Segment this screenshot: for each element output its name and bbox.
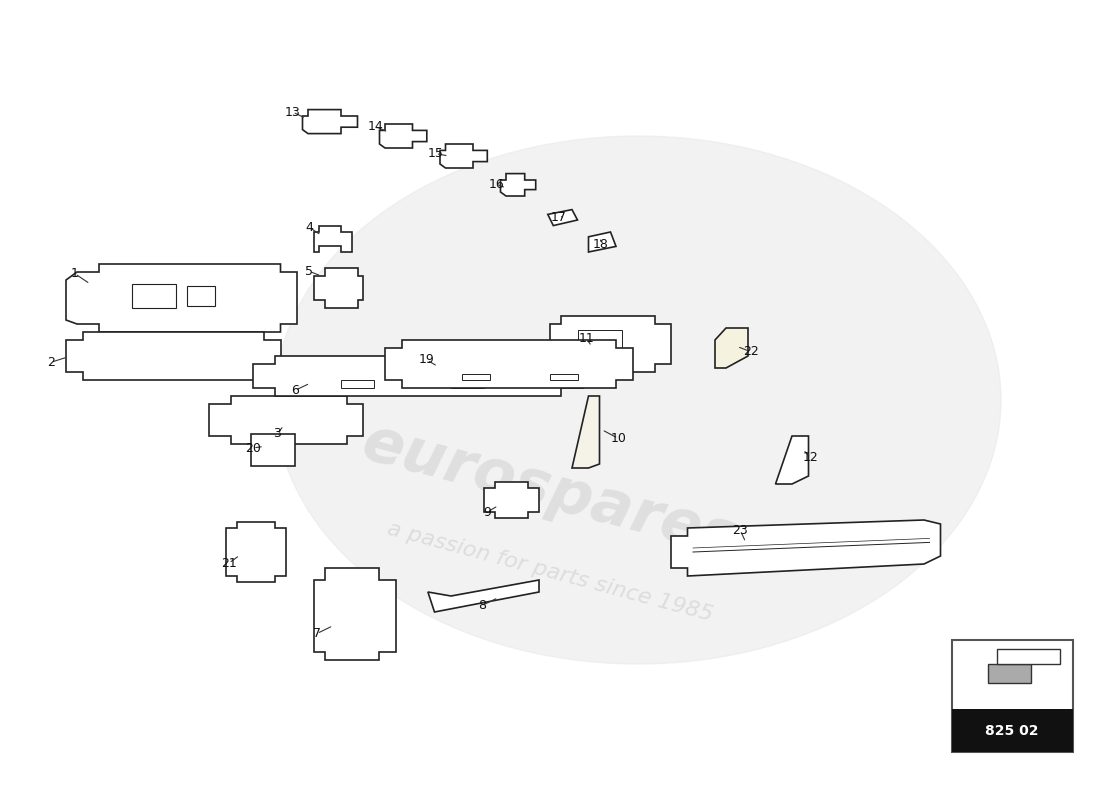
- Text: 9: 9: [483, 506, 492, 518]
- Polygon shape: [988, 664, 1032, 682]
- Polygon shape: [572, 396, 600, 468]
- Circle shape: [275, 136, 1001, 664]
- Polygon shape: [776, 436, 808, 484]
- Polygon shape: [379, 124, 427, 148]
- Text: a passion for parts since 1985: a passion for parts since 1985: [385, 519, 715, 625]
- Bar: [132, 284, 176, 308]
- Text: 15: 15: [428, 147, 443, 160]
- Text: 12: 12: [803, 451, 818, 464]
- Text: 22: 22: [744, 346, 759, 358]
- Text: 1: 1: [70, 267, 79, 280]
- Text: 10: 10: [610, 432, 626, 445]
- Polygon shape: [484, 482, 539, 518]
- Text: 825 02: 825 02: [986, 724, 1038, 738]
- Text: 23: 23: [733, 524, 748, 537]
- Text: 17: 17: [551, 211, 566, 224]
- Bar: [462, 374, 490, 380]
- Polygon shape: [671, 520, 940, 576]
- Polygon shape: [66, 332, 280, 380]
- FancyBboxPatch shape: [952, 640, 1072, 752]
- Text: 8: 8: [477, 599, 486, 612]
- Text: 6: 6: [290, 384, 299, 397]
- Text: 21: 21: [221, 557, 236, 570]
- Polygon shape: [314, 268, 363, 308]
- Text: 18: 18: [593, 238, 608, 250]
- Polygon shape: [588, 232, 616, 252]
- Bar: [550, 374, 578, 380]
- Polygon shape: [385, 340, 632, 388]
- Text: 3: 3: [273, 427, 282, 440]
- Text: 14: 14: [367, 120, 383, 133]
- Polygon shape: [66, 264, 297, 332]
- Polygon shape: [715, 328, 748, 368]
- Polygon shape: [500, 174, 536, 196]
- Bar: [578, 330, 621, 356]
- Text: 7: 7: [312, 627, 321, 640]
- Text: 4: 4: [305, 221, 314, 234]
- Text: 19: 19: [419, 354, 435, 366]
- Text: eurospares: eurospares: [355, 414, 745, 570]
- Bar: [451, 380, 484, 388]
- Polygon shape: [440, 144, 487, 168]
- Polygon shape: [302, 110, 358, 134]
- Polygon shape: [428, 580, 539, 612]
- Polygon shape: [997, 649, 1060, 664]
- Text: 2: 2: [46, 356, 55, 369]
- Polygon shape: [550, 316, 671, 372]
- Bar: [952, 710, 1072, 752]
- Polygon shape: [314, 568, 396, 660]
- Polygon shape: [548, 210, 578, 226]
- Polygon shape: [226, 522, 286, 582]
- Polygon shape: [251, 434, 295, 466]
- Text: 11: 11: [579, 332, 594, 345]
- Text: 13: 13: [285, 106, 300, 118]
- Text: 20: 20: [245, 442, 261, 454]
- Polygon shape: [253, 356, 583, 396]
- Text: 5: 5: [305, 265, 314, 278]
- Polygon shape: [314, 226, 352, 252]
- Text: 16: 16: [488, 178, 504, 190]
- Bar: [187, 286, 214, 306]
- Bar: [341, 380, 374, 388]
- Polygon shape: [209, 396, 363, 444]
